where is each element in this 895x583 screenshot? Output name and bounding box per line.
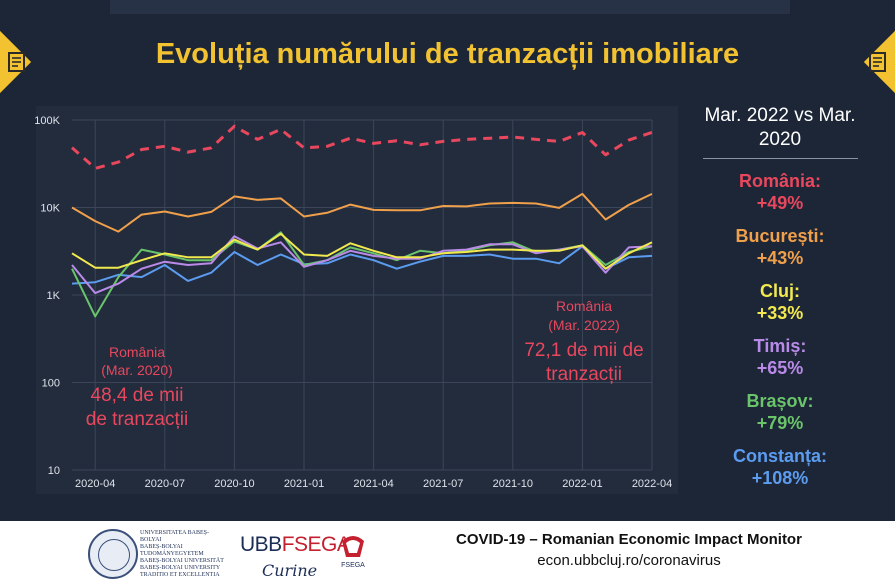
series-line-romania xyxy=(70,124,653,170)
comparison-value: +65% xyxy=(756,358,804,378)
comparison-value: +108% xyxy=(751,468,809,488)
comparison-value: +79% xyxy=(756,413,804,433)
annotation-left-region: România xyxy=(109,344,165,360)
series-line-5 xyxy=(71,245,653,285)
y-tick-label: 10K xyxy=(40,203,60,215)
annotation-left-value: 48,4 de mii xyxy=(91,385,184,406)
top-strip xyxy=(110,0,790,14)
x-tick-label: 2021-07 xyxy=(423,478,463,490)
footer-url: econ.ubbcluj.ro/coronavirus xyxy=(537,552,721,569)
comparison-item: Constanța: +108% xyxy=(700,445,860,489)
footer: UNIVERSITATEA BABEȘ-BOLYAI BABEȘ-BOLYAI … xyxy=(0,521,895,583)
annotation-right-region: România xyxy=(556,298,612,314)
footer-title: COVID-19 – Romanian Economic Impact Moni… xyxy=(456,531,802,548)
university-seal-icon xyxy=(88,529,138,579)
document-icon-right xyxy=(869,52,886,72)
university-name: UNIVERSITATEA BABEȘ-BOLYAI BABEȘ-BOLYAI … xyxy=(140,530,224,578)
annotation-left-unit: de tranzacții xyxy=(86,409,188,430)
comparison-header: Mar. 2022 vs Mar. 2020 xyxy=(702,104,858,159)
x-tick-label: 2021-01 xyxy=(284,478,324,490)
x-tick-label: 2022-04 xyxy=(632,478,672,490)
y-tick-label: 1K xyxy=(47,290,61,302)
comparison-label: România: xyxy=(738,171,821,191)
chart-panel xyxy=(36,106,678,494)
comparison-item: România: +49% xyxy=(700,170,860,214)
comparison-label: Brașov: xyxy=(746,391,814,411)
x-tick-label: 2020-10 xyxy=(214,478,254,490)
x-tick-label: 2021-04 xyxy=(353,478,393,490)
comparison-value: +49% xyxy=(756,193,804,213)
comparison-label: Timiș: xyxy=(753,336,807,356)
comparison-value: +33% xyxy=(756,303,804,323)
comparison-item: Brașov: +79% xyxy=(700,390,860,434)
x-tick-label: 2022-01 xyxy=(562,478,602,490)
comparison-label: Constanța: xyxy=(733,446,827,466)
svg-text:FSEGA: FSEGA xyxy=(341,562,365,569)
y-tick-label: 100K xyxy=(34,115,60,127)
series-line-3 xyxy=(71,235,653,295)
x-tick-label: 2021-10 xyxy=(493,478,533,490)
document-icon-left xyxy=(8,52,25,72)
ubb-fsega-logo: UBBFSEGA xyxy=(240,533,351,556)
comparison-value: +43% xyxy=(756,248,804,268)
comparison-panel: Mar. 2022 vs Mar. 2020 România: +49% Bucur… xyxy=(700,104,860,489)
annotation-right-date: (Mar. 2022) xyxy=(548,317,620,333)
comparison-item: Timiș: +65% xyxy=(700,335,860,379)
comparison-item: Cluj: +33% xyxy=(700,280,860,324)
annotation-left-date: (Mar. 2020) xyxy=(101,362,173,378)
comparison-label: București: xyxy=(735,226,825,246)
y-tick-label: 10 xyxy=(48,465,60,477)
series-line-2 xyxy=(71,232,653,270)
comparison-item: București: +43% xyxy=(700,225,860,269)
annotation-right-unit: tranzacții xyxy=(546,364,622,385)
comparison-label: Cluj: xyxy=(760,281,800,301)
fsega-emblem-icon: FSEGA xyxy=(341,536,365,569)
page-title: Evoluția numărului de tranzacții imobili… xyxy=(155,38,740,70)
x-tick-label: 2020-07 xyxy=(145,478,185,490)
x-tick-label: 2020-04 xyxy=(75,478,115,490)
y-tick-label: 100 xyxy=(42,378,60,390)
series-line-1 xyxy=(71,192,653,233)
line-chart: 10 100 1K 10K 100K 2020-04 2020-07 2020-10 2021-… xyxy=(34,115,672,490)
signature: Curine xyxy=(262,561,318,580)
annotation-right-value: 72,1 de mii de xyxy=(524,340,643,361)
